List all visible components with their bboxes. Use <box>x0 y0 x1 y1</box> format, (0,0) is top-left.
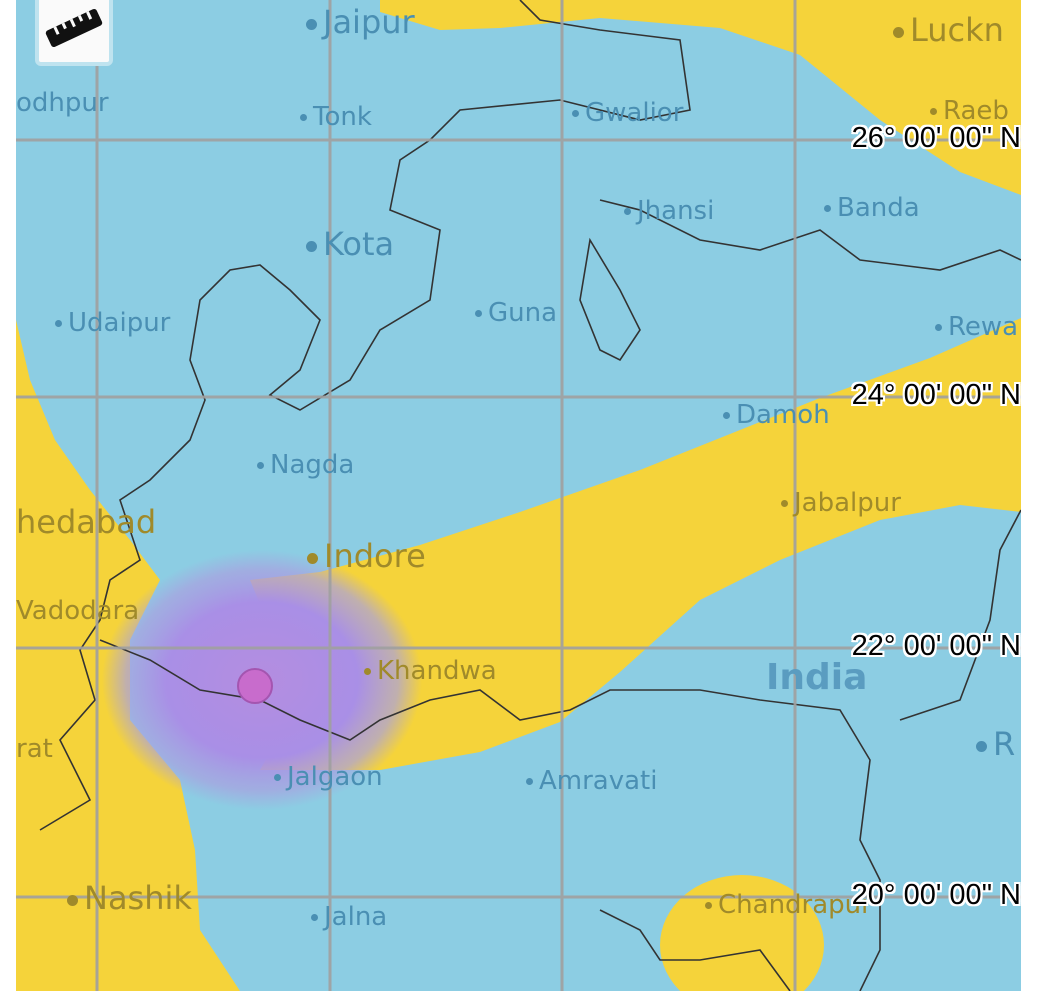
city-label[interactable]: Gwalior <box>572 100 683 126</box>
city-dot-icon <box>475 310 482 317</box>
city-dot-icon <box>893 26 904 38</box>
city-label[interactable]: Nashik <box>67 882 192 914</box>
city-name: Chandrapur <box>718 890 872 920</box>
city-dot-icon <box>306 18 317 30</box>
city-dot-icon <box>930 108 937 115</box>
city-name: R <box>993 725 1016 763</box>
city-name: India <box>766 657 868 698</box>
ruler-icon <box>45 8 103 48</box>
city-name: rat <box>16 734 53 764</box>
city-label[interactable]: Raeb <box>930 98 1009 124</box>
latitude-label-22: 22° 00' 00" N <box>851 630 1021 662</box>
map-layers <box>16 0 1021 991</box>
city-label[interactable]: Indore <box>307 540 426 572</box>
city-name: Tonk <box>313 102 372 132</box>
city-label[interactable]: Guna <box>475 300 557 326</box>
city-dot-icon <box>705 902 712 909</box>
zone-north <box>380 0 1021 195</box>
city-label[interactable]: Amravati <box>526 768 657 794</box>
city-dot-icon <box>274 774 281 781</box>
city-dot-icon <box>824 205 831 212</box>
city-label[interactable]: Rewa <box>935 314 1018 340</box>
city-label[interactable]: Jhansi <box>624 198 714 224</box>
city-name: Jabalpur <box>794 488 901 518</box>
city-label[interactable]: Jaipur <box>306 6 415 38</box>
city-dot-icon <box>257 462 264 469</box>
city-name: Jhansi <box>637 196 715 226</box>
city-dot-icon <box>55 320 62 327</box>
city-name: Luckn <box>910 11 1004 49</box>
city-name: Indore <box>324 537 426 575</box>
city-dot-icon <box>300 114 307 121</box>
city-dot-icon <box>307 552 318 564</box>
city-dot-icon <box>67 894 78 906</box>
city-dot-icon <box>935 324 942 331</box>
city-name: Vadodara <box>16 596 140 626</box>
zone-central <box>250 318 1021 770</box>
city-label[interactable]: Tonk <box>300 104 372 130</box>
city-label[interactable]: odhpur <box>16 90 109 116</box>
latitude-label-26: 26° 00' 00" N <box>851 122 1021 154</box>
state-borders <box>39 0 1021 991</box>
city-name: Guna <box>488 298 558 328</box>
city-dot-icon <box>976 740 987 752</box>
city-name: Raeb <box>943 96 1009 126</box>
city-name: Kota <box>323 225 395 263</box>
city-dot-icon <box>624 208 631 215</box>
graticule <box>16 0 1021 991</box>
city-name: Jalna <box>324 902 388 932</box>
latitude-label-24: 24° 00' 00" N <box>851 379 1021 411</box>
city-name: hedabad <box>16 503 157 541</box>
city-label[interactable]: Kota <box>306 228 394 260</box>
city-name: Amravati <box>539 766 658 796</box>
city-name: Gwalior <box>585 98 684 128</box>
city-label[interactable]: Luckn <box>893 14 1004 46</box>
city-name: Damoh <box>736 400 830 430</box>
city-name: Nagda <box>270 450 355 480</box>
city-name: Rewa <box>948 312 1019 342</box>
city-label[interactable]: R <box>976 728 1015 760</box>
city-label[interactable]: Damoh <box>723 402 830 428</box>
city-dot-icon <box>781 500 788 507</box>
city-label[interactable]: Jabalpur <box>781 490 901 516</box>
city-dot-icon <box>572 110 579 117</box>
city-dot-icon <box>723 412 730 419</box>
city-name: odhpur <box>16 88 109 118</box>
city-label[interactable]: Nagda <box>257 452 354 478</box>
city-label[interactable]: Jalna <box>311 904 387 930</box>
city-name: Banda <box>837 193 920 223</box>
zone-south <box>660 875 824 991</box>
city-label[interactable]: Chandrapur <box>705 892 872 918</box>
city-dot-icon <box>364 668 371 675</box>
city-label[interactable]: Khandwa <box>364 658 497 684</box>
location-marker[interactable] <box>237 668 273 704</box>
map-canvas[interactable]: Jaipur Luckn odhpur Tonk Gwalior Raeb Jhansi Ba… <box>16 0 1021 991</box>
city-name: Nashik <box>84 879 192 917</box>
city-label[interactable]: Udaipur <box>55 310 170 336</box>
latitude-label-20: 20° 00' 00" N <box>851 879 1021 911</box>
city-name: Jaipur <box>323 3 415 41</box>
city-label[interactable]: Jalgaon <box>274 764 383 790</box>
measure-button[interactable] <box>35 0 113 66</box>
city-label[interactable]: Banda <box>824 195 920 221</box>
city-label[interactable]: Vadodara <box>16 598 139 624</box>
city-name: Udaipur <box>68 308 171 338</box>
city-label[interactable]: India <box>766 660 867 696</box>
city-name: Jalgaon <box>287 762 383 792</box>
city-dot-icon <box>526 778 533 785</box>
city-dot-icon <box>311 914 318 921</box>
city-name: Khandwa <box>377 656 497 686</box>
city-label[interactable]: rat <box>16 736 53 762</box>
city-label[interactable]: hedabad <box>16 506 156 538</box>
city-dot-icon <box>306 240 317 252</box>
